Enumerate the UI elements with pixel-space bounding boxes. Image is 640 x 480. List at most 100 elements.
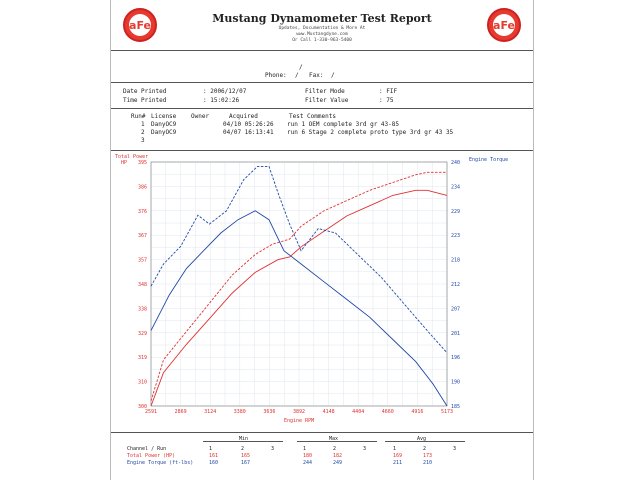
divider [111, 432, 533, 433]
y-right-axis-label: Engine Torque [469, 157, 508, 163]
runs-header-license: License [151, 113, 177, 120]
y-right-tick-label: 234 [451, 184, 460, 190]
run-col: 3 [453, 446, 457, 452]
y-right-tick-label: 190 [451, 380, 460, 386]
fax-label: Fax: [309, 72, 324, 79]
torque-value: 244 [303, 460, 313, 466]
time-printed-label: Time Printed [123, 97, 167, 104]
run-3-num: 3 [141, 137, 145, 144]
y-left-axis-unit: HP [121, 160, 127, 166]
series-run-2-torque [150, 165, 448, 354]
run-col: 1 [393, 446, 397, 452]
run-col: 1 [303, 446, 307, 452]
chart-axes: 2591 2869 3124 3380 3636 3892 4148 4404 4660 4916… [138, 160, 460, 415]
y-left-tick-label: 310 [138, 380, 147, 386]
afe-logo-right: aFe [487, 8, 521, 42]
runs-header-run: Run# [131, 113, 146, 120]
run-1-comment: run 1 OEM complete 3rd gr 43-85 [287, 121, 399, 128]
y-right-tick-label: 223 [451, 233, 460, 239]
run-2-license: DanyOC9 [151, 129, 177, 136]
divider [111, 82, 533, 83]
run-col: 2 [241, 446, 245, 452]
power-value: 165 [241, 453, 251, 459]
filter-mode-value: : FIF [379, 88, 398, 95]
date-printed-label: Date Printed [123, 88, 167, 95]
y-left-tick-label: 348 [138, 282, 147, 288]
fax-slash: / [331, 72, 335, 79]
run-2-comment: run 6 Stage 2 complete proto type 3rd gr… [287, 129, 454, 136]
run-col: 2 [423, 446, 427, 452]
y-left-tick-label: 357 [138, 258, 147, 264]
row-label-power: Total Power (HP) [127, 453, 176, 459]
torque-value: 167 [241, 460, 251, 466]
torque-value: 211 [393, 460, 403, 466]
y-right-tick-label: 196 [451, 355, 460, 361]
x-tick-label: 4148 [323, 409, 335, 415]
x-tick-label: 5173 [441, 409, 453, 415]
address-slash: / [299, 64, 303, 71]
logo-text-left: aFe [129, 19, 151, 32]
x-tick-label: 4660 [382, 409, 394, 415]
report-title: Mustang Dynamometer Test Report [212, 12, 432, 25]
run-col: 3 [363, 446, 367, 452]
y-left-tick-label: 300 [138, 404, 147, 410]
series-run-1-torque [150, 210, 448, 407]
runs-header-comments: Test Comments [289, 113, 336, 120]
header-subtitle-1: Updates, Documentation & More At [278, 26, 366, 31]
y-right-tick-label: 207 [451, 306, 460, 312]
y-right-tick-label: 218 [451, 258, 460, 264]
run-1-acquired: 04/10 05:26:26 [223, 121, 274, 128]
phone-label: Phone: [265, 72, 287, 79]
x-tick-label: 3636 [263, 409, 275, 415]
run-col: 3 [271, 446, 275, 452]
y-right-tick-label: 229 [451, 209, 460, 215]
y-left-tick-label: 376 [138, 209, 147, 215]
chart-series [150, 165, 448, 407]
runs-header-acquired: Acquired [229, 113, 258, 120]
filter-value-label: Filter Value [305, 97, 349, 104]
run-2-acquired: 04/07 16:13:41 [223, 129, 274, 136]
run-col: 2 [333, 446, 337, 452]
x-tick-label: 4916 [411, 409, 423, 415]
x-tick-label: 3380 [234, 409, 246, 415]
filter-value-value: : 75 [379, 97, 394, 104]
power-value: 182 [333, 453, 343, 459]
filter-mode-label: Filter Mode [305, 88, 345, 95]
group-label-max: Max [329, 436, 339, 442]
header-subtitle-2: www.Mustangdyne.com [296, 32, 348, 37]
x-tick-label: 3892 [293, 409, 305, 415]
y-left-tick-label: 338 [138, 306, 147, 312]
y-right-tick-label: 212 [451, 282, 460, 288]
runs-header-owner: Owner [191, 113, 210, 120]
logo-text-right: aFe [493, 19, 515, 32]
group-label-min: Min [239, 436, 249, 442]
dyno-chart: 2591 2869 3124 3380 3636 3892 4148 4404 4660 4916… [115, 154, 508, 424]
group-label-avg: Avg [417, 436, 427, 442]
y-left-tick-label: 386 [138, 184, 147, 190]
divider [111, 50, 533, 51]
power-value: 161 [209, 453, 219, 459]
y-right-tick-label: 185 [451, 404, 460, 410]
y-left-tick-label: 395 [138, 160, 147, 166]
x-tick-label: 2591 [145, 409, 157, 415]
plot-frame [150, 161, 448, 407]
afe-logo-left: aFe [123, 8, 157, 42]
y-left-tick-label: 319 [138, 355, 147, 361]
power-value: 173 [423, 453, 433, 459]
y-left-tick-label: 329 [138, 331, 147, 337]
run-1-num: 1 [141, 121, 145, 128]
y-right-tick-label: 201 [451, 331, 460, 337]
series-run-2-power [150, 171, 447, 402]
y-left-tick-label: 367 [138, 233, 147, 239]
x-axis-label: Engine RPM [284, 418, 314, 424]
date-printed-value: : 2006/12/07 [203, 88, 247, 95]
y-right-tick-label: 240 [451, 160, 460, 166]
row-label-channel: Channel / Run [127, 446, 167, 452]
row-label-torque: Engine Torque (ft-lbs) [127, 460, 194, 466]
run-2-num: 2 [141, 129, 145, 136]
series-run-1-power [150, 189, 448, 407]
x-tick-label: 2869 [175, 409, 187, 415]
run-1-license: DanyOC9 [151, 121, 177, 128]
phone-slash: / [295, 72, 299, 79]
power-value: 180 [303, 453, 313, 459]
